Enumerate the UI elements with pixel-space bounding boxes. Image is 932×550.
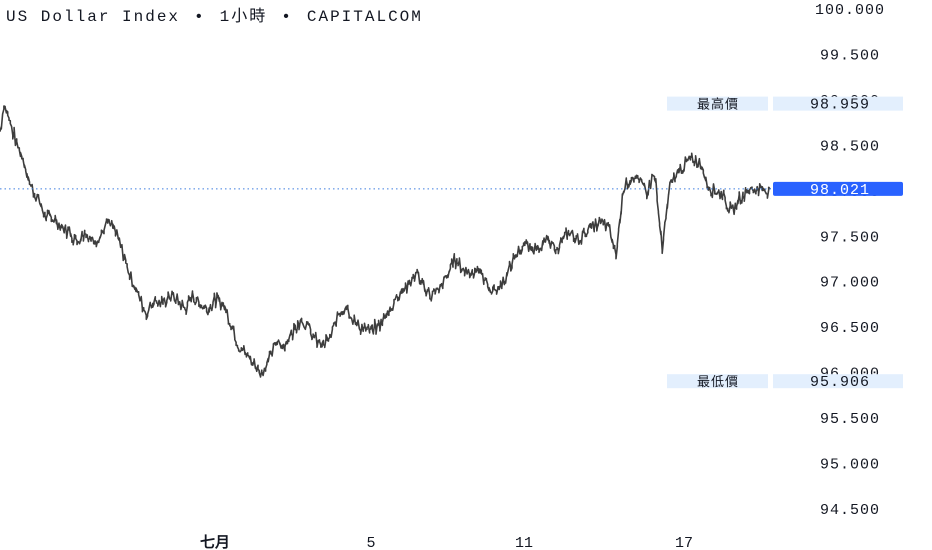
- y-tick-label: 100.000: [815, 2, 885, 19]
- x-axis: 七月 5 11 17: [200, 534, 693, 550]
- y-tick-label: 97.500: [820, 229, 880, 246]
- low-marker: 最低價 95.906: [667, 374, 903, 391]
- y-tick-label: 98.500: [820, 138, 880, 155]
- interval-label[interactable]: 1小時: [219, 8, 268, 26]
- symbol-name[interactable]: US Dollar Index: [6, 8, 181, 26]
- x-tick-label: 5: [366, 535, 375, 550]
- x-tick-label: 七月: [200, 534, 230, 550]
- y-tick-label: 96.500: [820, 320, 880, 337]
- current-price-badge: 98.021: [773, 181, 903, 199]
- low-marker-label-bg: [667, 374, 768, 389]
- x-tick-label: 11: [515, 535, 533, 550]
- high-marker-label: 最高價: [697, 97, 739, 113]
- price-line: [0, 105, 771, 378]
- source-label: CAPITALCOM: [306, 8, 423, 26]
- current-price-bg: [773, 181, 903, 196]
- y-tick-label: 94.500: [820, 502, 880, 519]
- low-marker-label: 最低價: [697, 375, 739, 390]
- chart-title: US Dollar Index • 1小時 • CAPITALCOM: [6, 2, 423, 26]
- low-marker-value: 95.906: [810, 374, 870, 391]
- title-separator: •: [281, 8, 293, 26]
- y-tick-label: 95.000: [820, 457, 880, 474]
- title-separator: •: [194, 8, 206, 26]
- current-price-value: 98.021: [810, 182, 870, 199]
- high-marker: 最高價 98.959: [667, 96, 903, 114]
- y-tick-label: 99.500: [820, 47, 880, 64]
- y-tick-label: 97.000: [820, 275, 880, 292]
- low-marker-value-bg: [773, 374, 903, 389]
- y-tick-label: 95.500: [820, 411, 880, 428]
- high-marker-label-bg: [667, 96, 768, 111]
- high-marker-value-bg: [773, 96, 903, 111]
- y-axis: 100.00099.50099.00098.50098.00097.50097.…: [815, 2, 885, 519]
- price-series: [0, 105, 771, 378]
- price-markers: 最高價 98.959 最低價 95.906 98.021: [0, 96, 903, 391]
- x-tick-label: 17: [675, 535, 693, 550]
- high-marker-value: 98.959: [810, 97, 870, 114]
